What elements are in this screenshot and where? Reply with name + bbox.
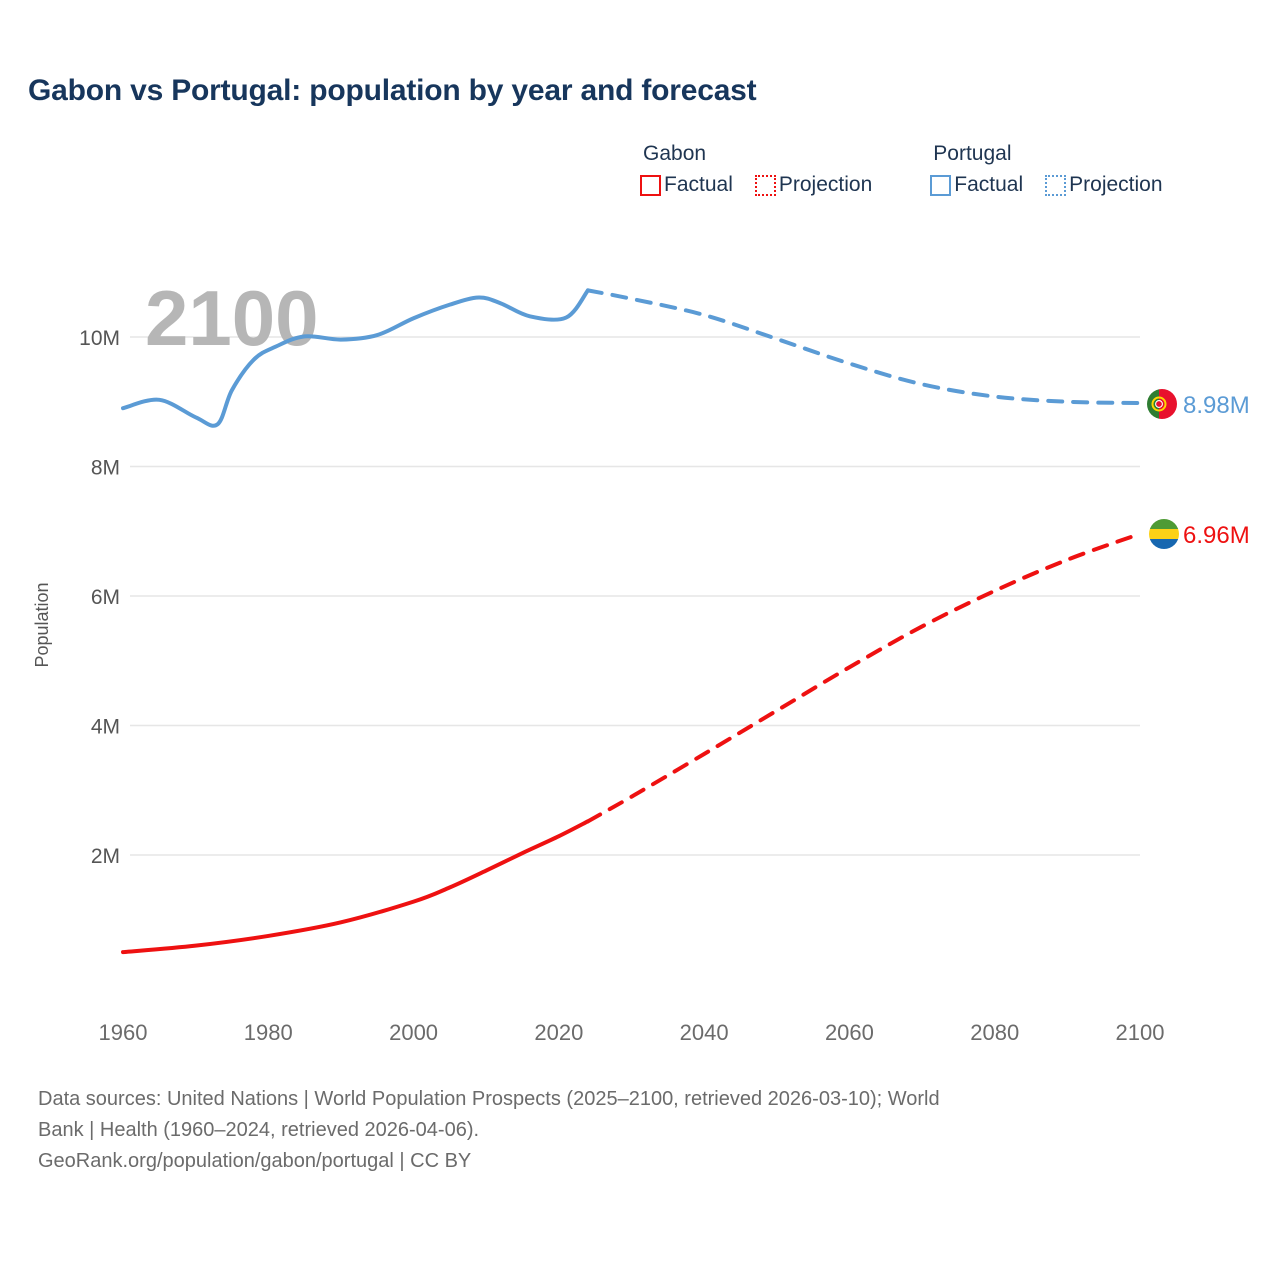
footer-line-1: Data sources: United Nations | World Pop… [38, 1088, 940, 1110]
gabon-flag-icon [1149, 519, 1179, 549]
legend-swatch-dotted-icon [754, 174, 776, 196]
legend-group-title-gabon: Gabon [643, 142, 707, 165]
watermark-year: 2100 [145, 274, 319, 362]
series-line-portugal-projection [585, 288, 1142, 406]
legend-item-portugal-factual[interactable]: Factual [930, 173, 1023, 197]
series-line-portugal-factual [121, 288, 590, 428]
chart-legend: Gabon Factual Projection Portugal Factua… [640, 142, 1163, 197]
y-axis-title: Population [32, 582, 52, 667]
y-tick-label: 10M [79, 327, 120, 350]
legend-swatch-solid-icon [640, 174, 661, 196]
x-tick-label: 2040 [680, 1020, 729, 1045]
series-line-gabon-factual [121, 819, 590, 955]
endpoint-marker-gabon: 6.96M [1149, 519, 1250, 549]
legend-label-portugal-factual: Factual [954, 173, 1024, 196]
y-tick-label: 8M [91, 457, 120, 480]
legend-swatch-solid-icon [930, 174, 952, 196]
y-tick-label: 2M [91, 845, 120, 868]
legend-label-gabon-projection: Projection [778, 173, 873, 196]
footer-line-2: Bank | Health (1960–2024, retrieved 2026… [38, 1119, 480, 1141]
x-axis-tick-labels: 1960 1980 2000 2020 2040 2060 2080 2100 [99, 1020, 1165, 1045]
legend-group-portugal: Portugal Factual Projection [930, 142, 1163, 197]
legend-swatch-dotted-icon [1045, 174, 1067, 196]
x-tick-label: 2060 [825, 1020, 874, 1045]
x-tick-label: 1980 [244, 1020, 293, 1045]
y-tick-label: 4M [91, 716, 120, 739]
legend-item-gabon-projection[interactable]: Projection [754, 173, 873, 197]
endpoint-value-gabon: 6.96M [1183, 522, 1250, 549]
legend-group-gabon: Gabon Factual Projection [640, 142, 872, 197]
series-line-gabon-projection [585, 531, 1142, 824]
x-tick-label: 2080 [970, 1020, 1019, 1045]
x-tick-label: 1960 [99, 1020, 148, 1045]
y-tick-label: 6M [91, 586, 120, 609]
legend-group-title-portugal: Portugal [933, 142, 1012, 165]
portugal-flag-icon [1147, 389, 1177, 419]
footer-sources: Data sources: United Nations | World Pop… [38, 1084, 1238, 1177]
series-lines [121, 288, 1142, 955]
endpoint-value-portugal: 8.98M [1183, 392, 1250, 419]
x-tick-label: 2000 [389, 1020, 438, 1045]
x-tick-label: 2100 [1116, 1020, 1165, 1045]
legend-item-portugal-projection[interactable]: Projection [1045, 173, 1163, 197]
x-tick-label: 2020 [534, 1020, 583, 1045]
page-title: Gabon vs Portugal: population by year an… [28, 74, 757, 107]
legend-item-gabon-factual[interactable]: Factual [640, 173, 733, 197]
legend-label-gabon-factual: Factual [664, 173, 733, 196]
y-axis-tick-labels: 2M 4M 6M 8M 10M [79, 327, 120, 868]
endpoint-marker-portugal: 8.98M [1147, 389, 1250, 419]
gridlines [130, 336, 1140, 856]
legend-label-portugal-projection: Projection [1069, 173, 1163, 196]
footer-line-3: GeoRank.org/population/gabon/portugal | … [38, 1150, 472, 1172]
